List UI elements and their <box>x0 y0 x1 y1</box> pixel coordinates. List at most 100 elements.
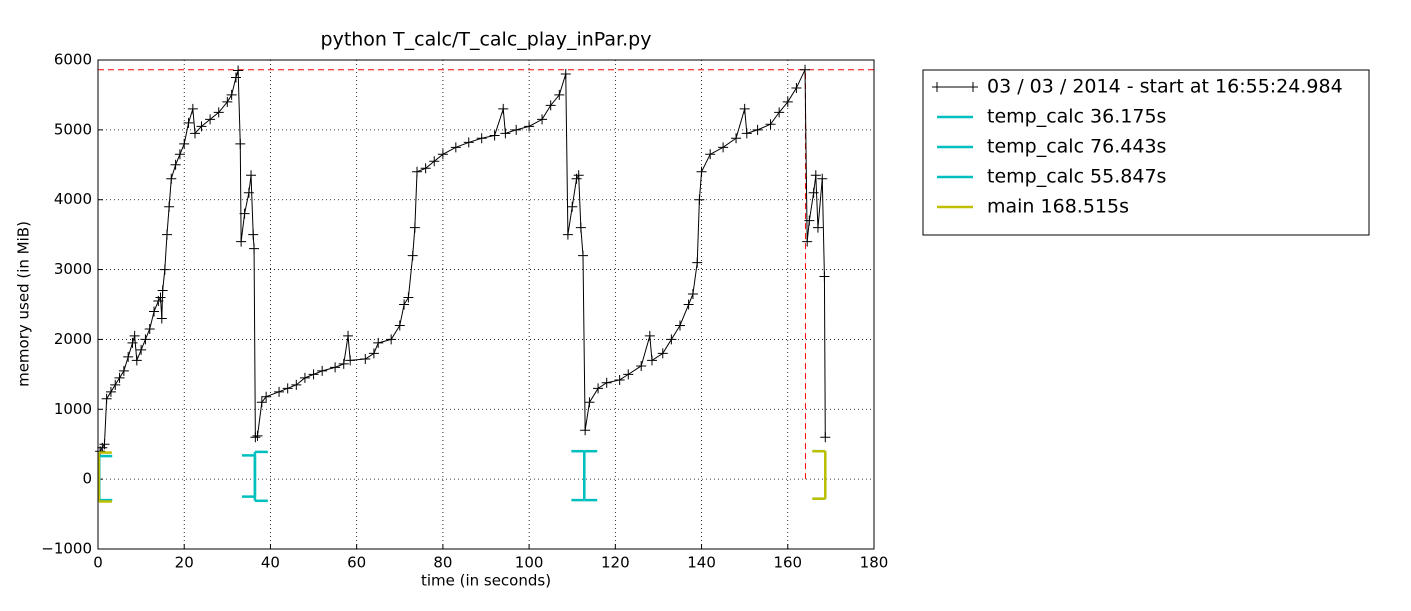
point-marker <box>644 330 655 341</box>
point-marker <box>274 386 285 397</box>
point-marker <box>573 170 584 181</box>
point-marker <box>299 372 310 383</box>
point-marker <box>489 130 500 141</box>
point-marker <box>330 362 341 373</box>
point-marker <box>399 299 410 310</box>
point-marker <box>692 257 703 268</box>
point-marker <box>179 138 190 149</box>
point-marker <box>774 107 785 118</box>
point-marker <box>683 299 694 310</box>
point-marker <box>476 133 487 144</box>
legend-marker <box>968 82 978 92</box>
point-marker <box>394 320 405 331</box>
point-marker <box>282 383 293 394</box>
plot-frame <box>97 59 875 550</box>
point-marker <box>317 365 328 376</box>
point-marker <box>409 222 420 233</box>
point-marker <box>545 100 556 111</box>
x-tick-label: 20 <box>175 554 194 572</box>
point-marker <box>741 128 752 139</box>
point-marker <box>623 369 634 380</box>
legend <box>922 69 1370 236</box>
point-marker <box>101 393 112 404</box>
point-marker <box>646 355 657 366</box>
point-marker <box>802 236 813 247</box>
x-tick-label: 120 <box>601 554 630 572</box>
x-tick-label: 160 <box>773 554 802 572</box>
point-marker <box>226 89 237 100</box>
point-marker <box>345 355 356 366</box>
point-marker <box>450 142 461 153</box>
x-tick-label: 180 <box>860 554 889 572</box>
point-marker <box>820 432 831 443</box>
point-marker <box>236 236 247 247</box>
point-marker <box>230 72 241 83</box>
point-marker <box>136 344 147 355</box>
point-marker <box>239 208 250 219</box>
point-marker <box>601 377 612 388</box>
point-marker <box>687 289 698 300</box>
point-marker <box>694 194 705 205</box>
point-marker <box>584 397 595 408</box>
point-marker <box>155 292 166 303</box>
point-marker <box>110 379 121 390</box>
point-marker <box>161 229 172 240</box>
y-tick-label: 0 <box>82 470 92 488</box>
point-marker <box>252 430 263 441</box>
point-marker <box>343 330 354 341</box>
point-marker <box>114 372 125 383</box>
point-marker <box>429 156 440 167</box>
y-tick-label: 2000 <box>54 330 92 348</box>
point-marker <box>817 173 828 184</box>
point-marker <box>420 163 431 174</box>
point-marker <box>99 439 110 450</box>
point-marker <box>791 82 802 93</box>
point-marker <box>403 292 414 303</box>
point-marker <box>407 250 418 261</box>
point-marker <box>463 137 474 148</box>
point-marker <box>338 358 349 369</box>
point-marker <box>752 124 763 135</box>
legend-label: temp_calc 76.443s <box>987 136 1166 158</box>
point-marker <box>248 229 259 240</box>
x-tick-label: 40 <box>261 554 280 572</box>
point-marker <box>246 170 257 181</box>
point-marker <box>149 306 160 317</box>
point-marker <box>190 128 200 139</box>
point-marker <box>166 173 177 184</box>
point-marker <box>636 360 647 371</box>
legend-label: temp_calc 36.175s <box>987 106 1166 128</box>
point-marker <box>718 142 729 153</box>
point-marker <box>657 348 668 359</box>
point-marker <box>187 103 198 114</box>
point-marker <box>235 138 246 149</box>
y-tick-label: 5000 <box>54 120 92 138</box>
point-marker <box>118 365 129 376</box>
point-marker <box>666 334 677 345</box>
point-marker <box>739 103 750 114</box>
point-marker <box>560 68 571 79</box>
point-marker <box>782 96 793 107</box>
legend-label: 03 / 03 / 2014 - start at 16:55:24.984 <box>987 76 1343 98</box>
point-marker <box>554 89 565 100</box>
point-marker <box>731 133 742 144</box>
point-marker <box>249 243 260 254</box>
point-marker <box>412 166 423 177</box>
point-marker <box>127 337 138 348</box>
point-marker <box>614 374 625 385</box>
y-tick-label: 1000 <box>54 400 92 418</box>
point-marker <box>808 187 819 198</box>
point-marker <box>183 117 194 128</box>
chart-title: python T_calc/T_calc_play_inPar.py <box>321 29 652 51</box>
point-marker <box>593 383 604 394</box>
legend-label: temp_calc 55.847s <box>987 166 1166 188</box>
point-marker <box>804 215 815 226</box>
point-marker <box>705 149 716 160</box>
x-tick-label: 60 <box>347 554 366 572</box>
point-marker <box>213 107 224 118</box>
x-tick-label: 140 <box>687 554 716 572</box>
point-marker <box>105 386 116 397</box>
point-marker <box>696 166 707 177</box>
